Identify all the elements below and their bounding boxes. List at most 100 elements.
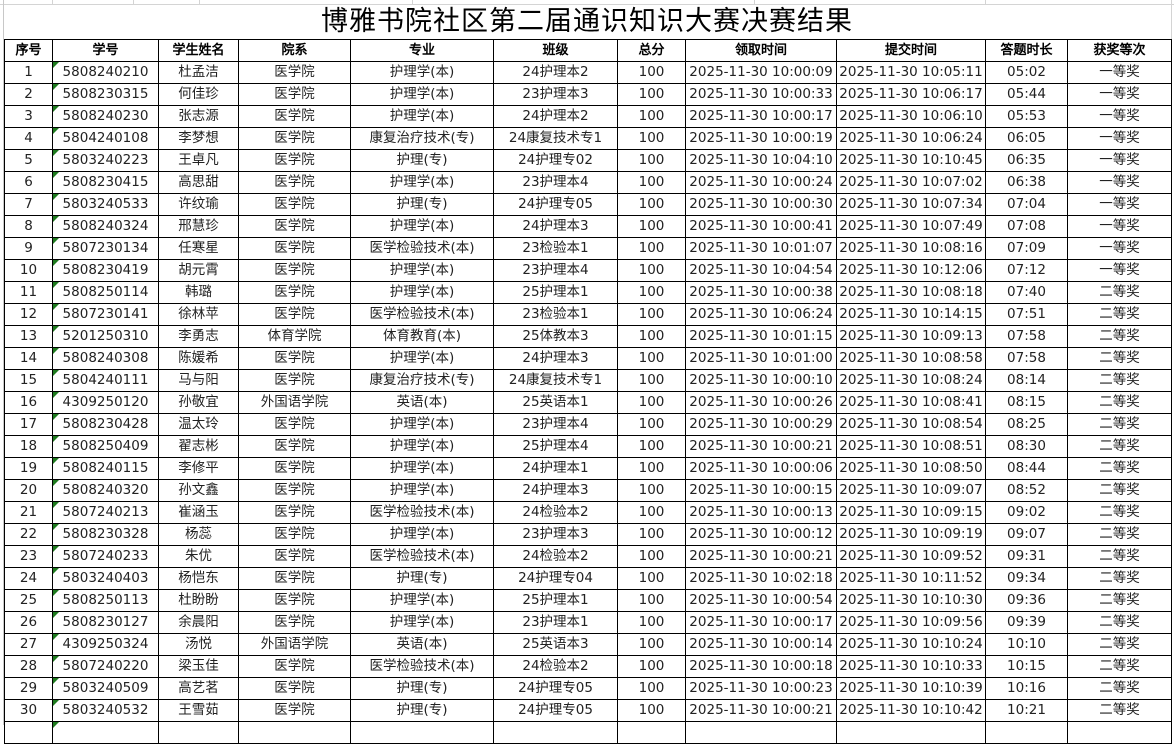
- cell-start-time[interactable]: 2025-11-30 10:00:54: [685, 589, 837, 612]
- cell-submit-time[interactable]: 2025-11-30 10:09:15: [836, 501, 986, 524]
- cell-submit-time[interactable]: 2025-11-30 10:11:52: [836, 567, 986, 590]
- cell-score[interactable]: 100: [617, 633, 686, 656]
- cell-class[interactable]: 23护理本4: [493, 413, 618, 436]
- cell-name[interactable]: 许纹瑜: [158, 193, 239, 216]
- cell-seq[interactable]: 16: [4, 391, 53, 414]
- cell-student-id[interactable]: 5803240223: [52, 149, 159, 172]
- cell-college[interactable]: 医学院: [238, 611, 351, 634]
- cell-college[interactable]: 医学院: [238, 303, 351, 326]
- cell-class[interactable]: 23检验本1: [493, 237, 618, 260]
- cell-name[interactable]: 杜盼盼: [158, 589, 239, 612]
- cell-name[interactable]: 翟志彬: [158, 435, 239, 458]
- cell-duration[interactable]: 05:53: [985, 105, 1068, 128]
- cell-award[interactable]: 一等奖: [1067, 215, 1172, 238]
- cell-duration[interactable]: 09:39: [985, 611, 1068, 634]
- cell-college[interactable]: 医学院: [238, 369, 351, 392]
- cell-submit-time[interactable]: 2025-11-30 10:10:39: [836, 677, 986, 700]
- cell-class[interactable]: 24护理本3: [493, 347, 618, 370]
- cell-college[interactable]: 医学院: [238, 193, 351, 216]
- cell-class[interactable]: 24护理本1: [493, 457, 618, 480]
- cell-score[interactable]: 100: [617, 677, 686, 700]
- cell-start-time[interactable]: 2025-11-30 10:00:17: [685, 105, 837, 128]
- cell-duration[interactable]: 08:14: [985, 369, 1068, 392]
- cell-score[interactable]: 100: [617, 193, 686, 216]
- cell-class[interactable]: 24护理本2: [493, 61, 618, 84]
- cell-duration[interactable]: 09:07: [985, 523, 1068, 546]
- cell-score[interactable]: 100: [617, 435, 686, 458]
- cell-seq[interactable]: 11: [4, 281, 53, 304]
- cell-name[interactable]: 温太玲: [158, 413, 239, 436]
- cell-class[interactable]: 23护理本3: [493, 83, 618, 106]
- cell-major[interactable]: 护理学(本): [350, 171, 494, 194]
- cell-seq[interactable]: 5: [4, 149, 53, 172]
- cell-name[interactable]: 陈媛希: [158, 347, 239, 370]
- cell-major[interactable]: 护理学(本): [350, 215, 494, 238]
- cell-score[interactable]: 100: [617, 215, 686, 238]
- cell-class[interactable]: 24检验本2: [493, 545, 618, 568]
- cell-seq[interactable]: 14: [4, 347, 53, 370]
- cell-major[interactable]: 护理学(本): [350, 589, 494, 612]
- cell-student-id[interactable]: 5808240324: [52, 215, 159, 238]
- cell-seq[interactable]: 10: [4, 259, 53, 282]
- cell-seq[interactable]: 25: [4, 589, 53, 612]
- cell-college[interactable]: 医学院: [238, 171, 351, 194]
- cell-class[interactable]: 23护理本3: [493, 523, 618, 546]
- cell-college[interactable]: 医学院: [238, 479, 351, 502]
- cell-major[interactable]: 护理学(本): [350, 611, 494, 634]
- cell-seq[interactable]: 12: [4, 303, 53, 326]
- cell-college[interactable]: 医学院: [238, 83, 351, 106]
- cell-student-id[interactable]: 5808240308: [52, 347, 159, 370]
- cell-start-time[interactable]: 2025-11-30 10:00:24: [685, 171, 837, 194]
- cell-start-time[interactable]: 2025-11-30 10:00:21: [685, 699, 837, 722]
- cell-student-id[interactable]: 5808250114: [52, 281, 159, 304]
- cell-duration[interactable]: 08:15: [985, 391, 1068, 414]
- cell-name[interactable]: 张志源: [158, 105, 239, 128]
- cell-duration[interactable]: 07:58: [985, 325, 1068, 348]
- cell-student-id[interactable]: 5808250409: [52, 435, 159, 458]
- cell-seq[interactable]: 21: [4, 501, 53, 524]
- cell-award[interactable]: 二等奖: [1067, 545, 1172, 568]
- cell-duration[interactable]: 10:16: [985, 677, 1068, 700]
- cell-duration[interactable]: 07:08: [985, 215, 1068, 238]
- cell-award[interactable]: 二等奖: [1067, 699, 1172, 722]
- cell-start-time[interactable]: 2025-11-30 10:00:13: [685, 501, 837, 524]
- cell-score[interactable]: 100: [617, 699, 686, 722]
- cell-score[interactable]: 100: [617, 523, 686, 546]
- cell-seq[interactable]: 2: [4, 83, 53, 106]
- cell-start-time[interactable]: 2025-11-30 10:00:41: [685, 215, 837, 238]
- cell-duration[interactable]: 07:04: [985, 193, 1068, 216]
- cell-name[interactable]: 马与阳: [158, 369, 239, 392]
- cell-submit-time[interactable]: 2025-11-30 10:14:15: [836, 303, 986, 326]
- cell-award[interactable]: 二等奖: [1067, 325, 1172, 348]
- cell-class[interactable]: 24检验本2: [493, 655, 618, 678]
- cell-submit-time[interactable]: 2025-11-30 10:09:19: [836, 523, 986, 546]
- cell-start-time[interactable]: 2025-11-30 10:00:21: [685, 435, 837, 458]
- cell-major[interactable]: 医学检验技术(本): [350, 237, 494, 260]
- cell-award[interactable]: 二等奖: [1067, 567, 1172, 590]
- cell-college[interactable]: 医学院: [238, 545, 351, 568]
- cell-award[interactable]: 二等奖: [1067, 655, 1172, 678]
- cell-award[interactable]: 二等奖: [1067, 589, 1172, 612]
- cell-submit-time[interactable]: 2025-11-30 10:08:16: [836, 237, 986, 260]
- cell-submit-time[interactable]: 2025-11-30 10:06:17: [836, 83, 986, 106]
- cell-duration[interactable]: 08:30: [985, 435, 1068, 458]
- cell-award[interactable]: 二等奖: [1067, 611, 1172, 634]
- cell-seq[interactable]: 3: [4, 105, 53, 128]
- cell-name[interactable]: 杨恺东: [158, 567, 239, 590]
- cell-start-time[interactable]: 2025-11-30 10:00:09: [685, 61, 837, 84]
- cell-submit-time[interactable]: 2025-11-30 10:08:18: [836, 281, 986, 304]
- cell-submit-time[interactable]: 2025-11-30 10:10:24: [836, 633, 986, 656]
- cell-award[interactable]: 一等奖: [1067, 83, 1172, 106]
- cell-duration[interactable]: 10:10: [985, 633, 1068, 656]
- cell-award[interactable]: 一等奖: [1067, 127, 1172, 150]
- cell-submit-time[interactable]: 2025-11-30 10:08:50: [836, 457, 986, 480]
- cell-major[interactable]: 护理学(本): [350, 347, 494, 370]
- cell-class[interactable]: 25护理本1: [493, 589, 618, 612]
- cell-duration[interactable]: 06:35: [985, 149, 1068, 172]
- cell-name[interactable]: 王雪茹: [158, 699, 239, 722]
- cell-class[interactable]: 24护理本3: [493, 479, 618, 502]
- cell-college[interactable]: 医学院: [238, 281, 351, 304]
- cell-award[interactable]: 二等奖: [1067, 435, 1172, 458]
- header-start-time[interactable]: 领取时间: [685, 39, 837, 62]
- cell-name[interactable]: 邢慧珍: [158, 215, 239, 238]
